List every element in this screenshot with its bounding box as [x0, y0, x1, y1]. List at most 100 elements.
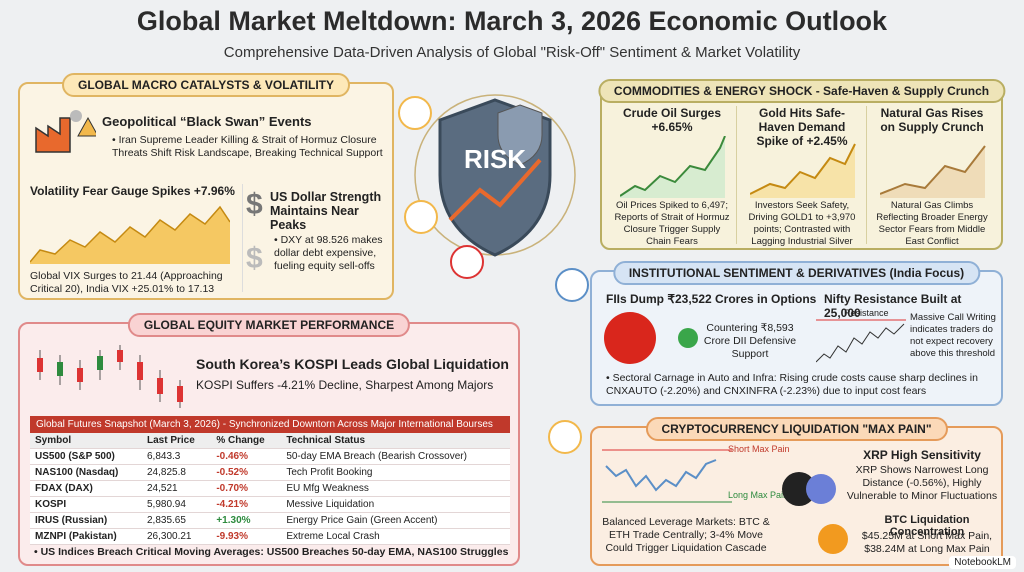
section-text: XRP Shows Narrowest Long Distance (-0.56… [846, 464, 998, 503]
section-title: Volatility Fear Gauge Spikes +7.96% [30, 184, 235, 198]
path [880, 145, 986, 195]
table-cell: US500 (S&P 500) [30, 448, 142, 465]
path [750, 144, 855, 198]
section-text: KOSPI Suffers -4.21% Decline, Sharpest A… [196, 378, 494, 392]
path [750, 143, 856, 195]
path [620, 136, 725, 198]
tr: Symbol Last Price% Change Technical Status [30, 433, 510, 449]
candlestick-illustration [37, 345, 183, 408]
table-cell: EU Mfg Weakness [281, 480, 510, 497]
crypto-panel: CRYPTOCURRENCY LIQUIDATION "MAX PAIN" Sh… [590, 417, 1003, 566]
rect [57, 362, 63, 376]
table-cell: 5,980.94 [141, 496, 212, 513]
section-text: $45.25M at Short Max Pain, $38.24M at Lo… [861, 530, 993, 556]
section-title: XRP High Sensitivity [863, 448, 981, 462]
section-title: Nifty Resistance Built at 25,000 [824, 292, 962, 320]
path [620, 136, 726, 197]
commodities-panel: COMMODITIES & ENERGY SHOCK - Safe-Haven … [597, 79, 1006, 250]
rect [137, 362, 143, 380]
note: • Sectoral Carnage in Auto and Infra: Ri… [606, 372, 978, 398]
table-cell: Energy Price Gain (Green Accent) [281, 512, 510, 529]
table-row: KOSPI 5,980.94 -4.21% Messive Liquidation [30, 496, 510, 513]
table-cell: -0.52% [211, 464, 282, 481]
section-text: Global VIX Surges to 21.44 (Approaching … [30, 270, 223, 296]
table-cell: Extreme Local Crash [281, 528, 510, 545]
section-title: FIIs Dump ₹23,522 Crores in Options [606, 292, 817, 306]
section-title: Geopolitical “Black Swan” Events [102, 114, 312, 129]
chart-label: Short Max Pain [728, 444, 790, 454]
panel-heading: GLOBAL MACRO CATALYSTS & VOLATILITY [62, 73, 350, 97]
table-cell: 2,835.65 [141, 512, 212, 529]
rect [77, 368, 83, 382]
divider [866, 106, 867, 244]
rect [157, 378, 163, 394]
table-cell: IRUS (Russian) [30, 512, 142, 529]
path [497, 104, 543, 166]
icon [398, 96, 432, 130]
panel-heading: GLOBAL EQUITY MARKET PERFORMANCE [127, 313, 411, 337]
sparkline [816, 319, 906, 363]
table-cell: KOSPI [30, 496, 142, 513]
divider [736, 106, 737, 244]
path [816, 323, 905, 363]
section-title: Gold Hits Safe-Haven Demand Spike of +2.… [756, 106, 848, 148]
panel-heading: CRYPTOCURRENCY LIQUIDATION "MAX PAIN" [645, 417, 948, 441]
rect [97, 356, 103, 370]
table-cell: 24,521 [141, 480, 212, 497]
risk-shield: RISK [414, 94, 576, 257]
table-row: MZNPI (Pakistan) 26,300.21 -9.93% Extreme L… [30, 528, 510, 545]
path [35, 117, 71, 153]
table-cell: FDAX (DAX) [30, 480, 142, 497]
section-title: BTC Liquidation Concentration [884, 514, 970, 538]
dollar-icon: $ [246, 242, 263, 275]
subtitle: Comprehensive Data-Driven Analysis of Gl… [223, 44, 801, 61]
table-wrap: Global Futures Snapshot (March 3, 2026) … [30, 416, 510, 545]
table-cell: -0.46% [211, 448, 282, 465]
thead: Symbol Last Price% Change Technical Status [30, 433, 510, 449]
sparkline [750, 143, 856, 198]
icon [404, 200, 438, 234]
path [448, 158, 542, 222]
table-row: US500 (S&P 500) 6,843.3 -0.46% 50-day EMA B… [30, 448, 510, 465]
panel-heading: INSTITUTIONAL SENTIMENT & DERIVATIVES (I… [612, 261, 981, 285]
institutional-panel: INSTITUTIONAL SENTIMENT & DERIVATIVES (I… [590, 261, 1003, 406]
sparkline [620, 136, 726, 198]
table-cell: -0.70% [211, 480, 282, 497]
column-header: % Change [211, 433, 282, 449]
table-cell: 26,300.21 [141, 528, 212, 545]
column-header: Technical Status [281, 433, 510, 449]
column-header: Symbol [30, 433, 142, 449]
table-cell: Messive Liquidation [281, 496, 510, 513]
eth-icon [806, 474, 836, 504]
rect [177, 386, 183, 402]
table-cell: 50-day EMA Breach (Bearish Crossover) [281, 448, 510, 465]
dollar-icon: $ [246, 188, 263, 221]
table-cell: 6,843.3 [141, 448, 212, 465]
path [605, 459, 717, 492]
section-text: • Iran Supreme Leader Killing & Strait o… [112, 134, 383, 160]
table-cell: -4.21% [211, 496, 282, 513]
sparkline [30, 205, 230, 264]
brand: NotebookLM [949, 556, 1016, 569]
table-row: IRUS (Russian) 2,835.65 +1.30% Energy Price… [30, 512, 510, 529]
path [30, 205, 230, 263]
section-text: Natural Gas Climbs Reflecting Broader En… [876, 200, 988, 247]
table-caption: Global Futures Snapshot (March 3, 2026) … [30, 416, 510, 433]
futures-table: Symbol Last Price% Change Technical Status… [30, 433, 510, 545]
factory-icon [35, 110, 96, 153]
path [30, 207, 230, 264]
section-title: South Korea’s KOSPI Leads Global Liquida… [196, 356, 509, 372]
green-circle [678, 328, 698, 348]
section-title: Crude Oil Surges +6.65% [622, 106, 722, 134]
table-row: NAS100 (Nasdaq) 24,825.8 -0.52% Tech Profit… [30, 464, 510, 481]
shield-icon [555, 268, 589, 302]
section-text: Massive Call Writing indicates traders d… [910, 312, 996, 359]
section-title: Natural Gas Rises on Supply Crunch [880, 106, 984, 134]
warning-icon [450, 245, 484, 279]
g [39, 345, 181, 408]
chart-label: Long Max Pain [728, 490, 789, 500]
red-circle [604, 312, 656, 364]
macro-panel: GLOBAL MACRO CATALYSTS & VOLATILITY Geop… [18, 73, 394, 300]
title: Global Market Meltdown: March 3, 2026 Ec… [136, 6, 888, 36]
